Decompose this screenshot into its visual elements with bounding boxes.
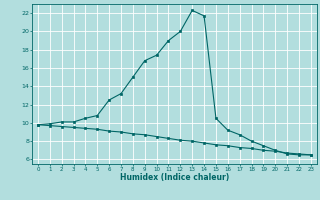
X-axis label: Humidex (Indice chaleur): Humidex (Indice chaleur) [120,173,229,182]
